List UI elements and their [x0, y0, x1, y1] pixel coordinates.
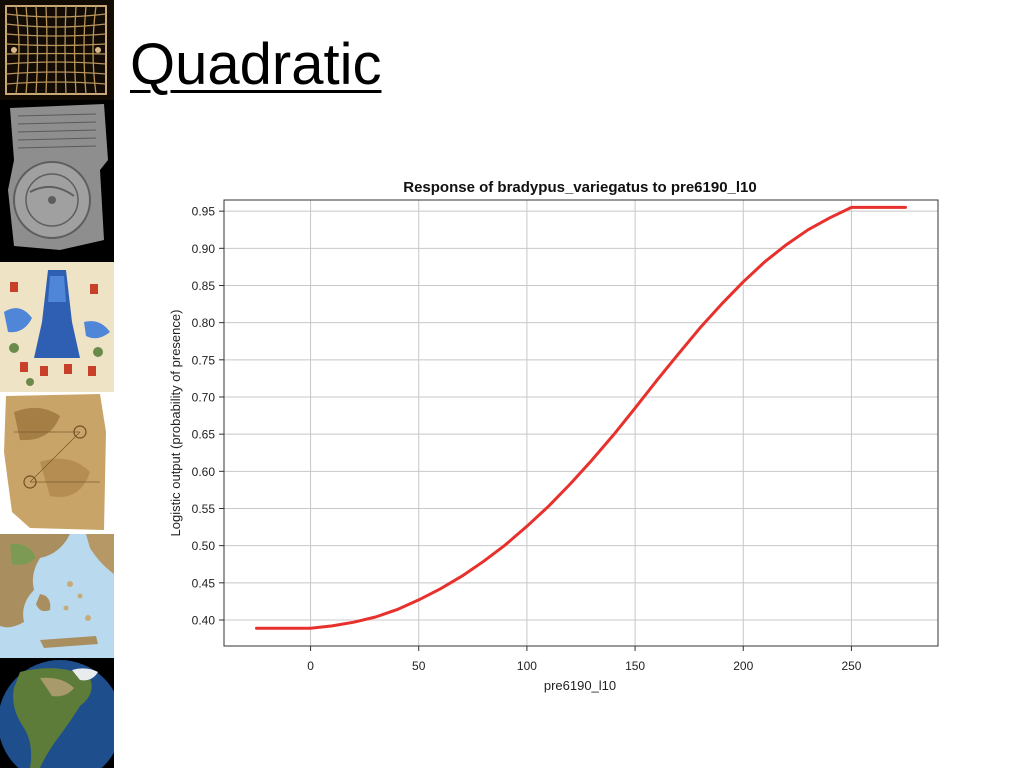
y-tick-label: 0.95 — [192, 205, 216, 219]
y-tick-label: 0.50 — [192, 539, 216, 553]
thumbnail-parchment-map — [0, 392, 114, 534]
y-tick-label: 0.65 — [192, 428, 216, 442]
x-tick-label: 200 — [733, 659, 753, 673]
greece-relief-map-icon — [0, 534, 114, 658]
response-curve-point — [742, 281, 745, 283]
y-tick-label: 0.45 — [192, 576, 216, 590]
response-curve-point — [374, 616, 377, 618]
x-tick-label: 250 — [841, 659, 861, 673]
response-curve-point — [396, 608, 398, 611]
response-curve-point — [699, 327, 701, 329]
response-curve-point — [417, 599, 420, 601]
response-curve-point — [850, 206, 853, 209]
response-curve-point — [547, 505, 550, 508]
illustrated-map-icon — [0, 262, 114, 392]
y-axis-ticks: 0.40 0.45 0.50 0.55 0.60 0.65 0.70 0.75 0.80 0.85… — [192, 205, 224, 627]
response-curve-point — [461, 575, 463, 577]
thumbnail-grid-map — [0, 0, 114, 100]
thumbnail-clay-tablet — [0, 100, 114, 256]
slide-title: Quadratic — [130, 32, 382, 97]
y-tick-label: 0.70 — [192, 390, 216, 404]
response-curve-line — [255, 205, 907, 630]
thumbnail-globe — [0, 658, 114, 768]
response-curve-point — [634, 407, 636, 409]
response-curve-chart: Response of bradypus_variegatus to pre61… — [168, 179, 939, 693]
x-tick-label: 150 — [625, 659, 645, 673]
y-tick-label: 0.40 — [192, 613, 216, 627]
x-tick-label: 50 — [412, 659, 426, 673]
parchment-map-icon — [0, 392, 114, 534]
response-curve-point — [720, 303, 723, 305]
response-curve-point — [353, 621, 355, 623]
y-tick-label: 0.90 — [192, 242, 216, 256]
y-tick-label: 0.80 — [192, 316, 216, 330]
y-tick-label: 0.55 — [192, 502, 216, 516]
chart-title: Response of bradypus_variegatus to pre61… — [403, 179, 756, 196]
grid-map-icon — [0, 0, 114, 100]
plot-area-frame — [223, 199, 939, 647]
response-curve-point — [482, 560, 485, 563]
response-curve-point — [785, 243, 788, 246]
response-curve-point — [439, 588, 442, 590]
response-curve-point — [612, 434, 615, 436]
x-axis-ticks: 0 50 100 150 200 250 — [307, 646, 862, 673]
response-curve-point — [591, 459, 593, 462]
x-tick-label: 100 — [517, 659, 537, 673]
globe-north-america-icon — [0, 658, 114, 768]
thumbnail-illustrated-map — [0, 262, 114, 392]
x-axis-label: pre6190_l10 — [544, 678, 616, 693]
thumbnail-greece-relief-map — [0, 534, 114, 658]
response-curve-point — [764, 260, 766, 263]
response-curve-point — [255, 627, 258, 629]
y-axis-label: Logistic output (probability of presence… — [168, 310, 183, 537]
response-curve-point — [655, 379, 658, 382]
x-tick-label: 0 — [307, 659, 314, 673]
y-tick-label: 0.75 — [192, 353, 216, 367]
response-curve-point — [569, 483, 571, 485]
response-curve-point — [904, 206, 907, 209]
y-tick-label: 0.85 — [192, 279, 216, 293]
response-curve-point — [331, 625, 333, 627]
chart-gridlines — [224, 200, 938, 646]
response-curve-point — [677, 353, 680, 355]
chart-series — [255, 205, 907, 630]
clay-tablet-map-icon — [0, 100, 114, 256]
response-curve-point — [526, 525, 528, 528]
y-tick-label: 0.60 — [192, 465, 216, 479]
response-curve-point — [829, 217, 831, 219]
thumbnail-strip — [0, 0, 114, 768]
response-curve-point — [309, 627, 312, 629]
response-curve-point — [807, 228, 809, 231]
response-curve-point — [504, 544, 507, 546]
